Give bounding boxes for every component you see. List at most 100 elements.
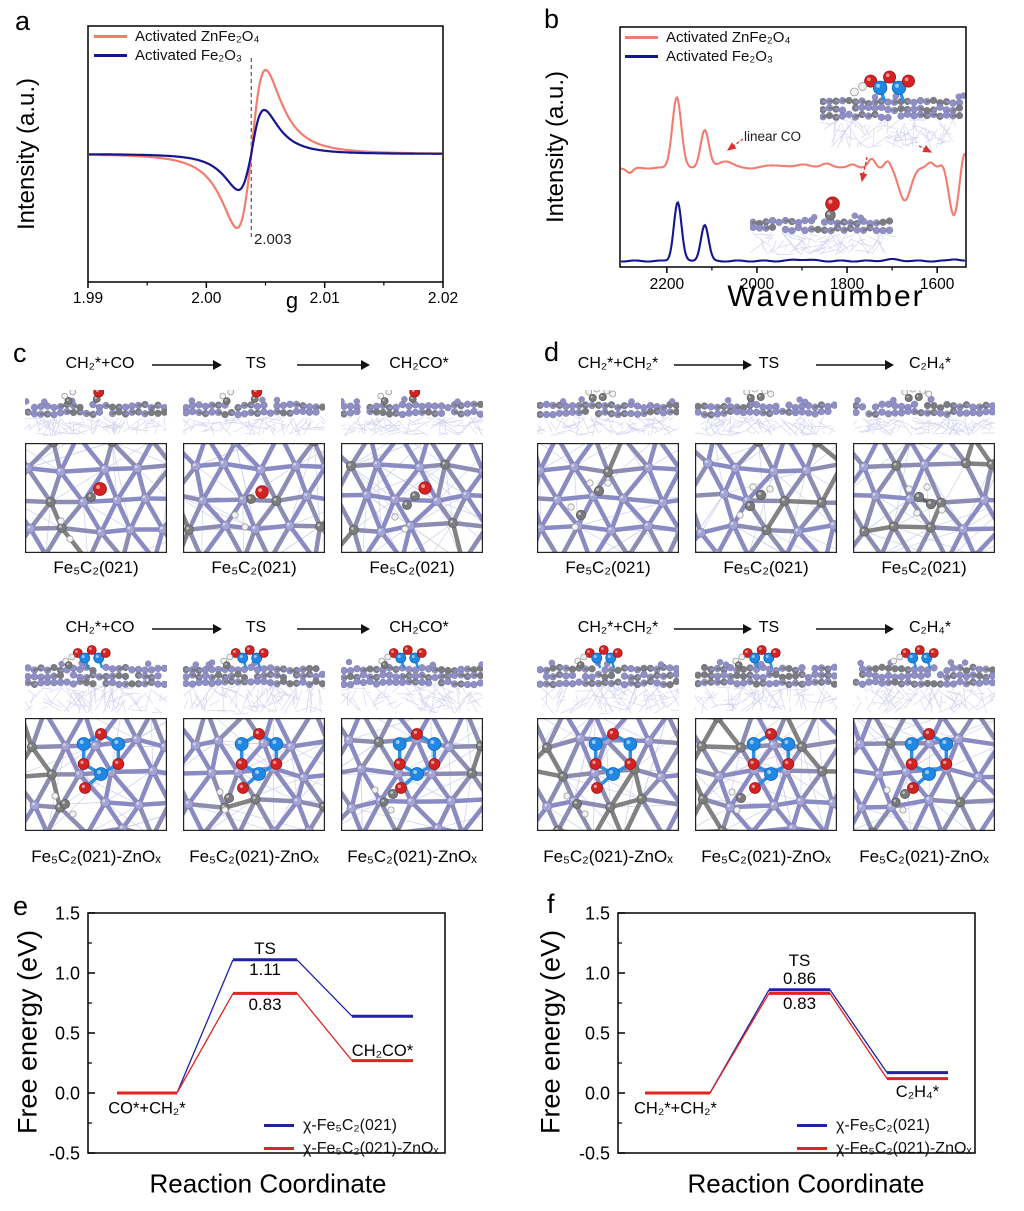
- panel-f-plot: 1.5 1.0 0.5 0.0 -0.5 TS0.86 0.83 CH₂*+CH₂* C₂H₄*: [579, 904, 976, 1164]
- structure-side-view: [341, 645, 483, 715]
- structure-side-view: [853, 390, 995, 437]
- surface-band: [25, 659, 167, 689]
- subsurface-mesh: [183, 682, 325, 715]
- start-species-label: CH₂*+CH₂*: [634, 1100, 718, 1118]
- y-tick-label: -0.5: [49, 1144, 80, 1164]
- surface-label: Fe₅C₂(021): [565, 558, 651, 577]
- energy-connector: [829, 993, 888, 1079]
- lattice-atoms: [537, 461, 679, 553]
- subsurface-mesh: [853, 415, 995, 437]
- surface-band: [183, 396, 325, 419]
- structure-top-view: [341, 718, 483, 831]
- structure-border: [25, 443, 167, 553]
- ts-value-0: 1.11: [249, 960, 281, 979]
- panel-c-letter: c: [13, 338, 27, 368]
- structure-side-view: [25, 390, 167, 437]
- reaction-arrow-icon: [816, 624, 894, 634]
- lattice-atoms: [345, 459, 483, 537]
- legend-label: Activated Fe₂O₃: [135, 47, 242, 64]
- adsorbate-atoms: [378, 645, 427, 669]
- structure-border: [853, 718, 995, 831]
- y-tick-label: 0.5: [55, 1024, 80, 1044]
- structure-border: [341, 718, 483, 831]
- ts-value-0: 0.86: [783, 969, 816, 988]
- reaction-step-label: TS: [245, 355, 267, 372]
- panel-b-y-axis-label: Intensity (a.u.): [542, 70, 569, 224]
- surface-label: Fe₅C₂(021): [723, 558, 809, 577]
- reaction-step-label: TS: [758, 619, 780, 636]
- adsorbate-atoms: [391, 481, 432, 533]
- g-marker-value: 2.003: [254, 231, 292, 248]
- energy-connector: [709, 993, 770, 1094]
- y-ticks: 1.5 1.0 0.5 0.0 -0.5: [49, 904, 95, 1164]
- x-ticks: 2200 2000 1800 1600: [650, 267, 955, 293]
- ir-curve-1: [621, 200, 965, 263]
- structure-border: [341, 443, 483, 553]
- energy-profile-1: [645, 991, 948, 1095]
- structure-side-view: [183, 645, 325, 715]
- x-tick-label: 2.00: [191, 290, 222, 307]
- subsurface-mesh: [695, 683, 837, 715]
- structure-border: [537, 718, 679, 831]
- adsorbate-atoms: [216, 728, 284, 814]
- panel-f-y-axis-label: Free energy (eV): [535, 929, 566, 1135]
- panel-b-letter: b: [544, 4, 560, 34]
- panel-e-plot: 1.5 1.0 0.5 0.0 -0.5 TS 1.11 0.83 CO*+CH₂* CH₂CO*: [49, 904, 446, 1164]
- structure-top-view: [25, 443, 167, 553]
- surface-label: Fe₅C₂(021)-ZnOₓ: [347, 847, 477, 866]
- surface-label: Fe₅C₂(021)-ZnOₓ: [543, 847, 673, 866]
- legend-label: χ-Fe₅C₂(021): [303, 1116, 397, 1134]
- reaction-arrow-icon: [152, 624, 222, 634]
- structure-top-view: [695, 443, 837, 553]
- surface-band: [537, 659, 679, 689]
- adsorbate-atoms: [563, 728, 638, 818]
- reaction-arrow-icon: [297, 624, 370, 634]
- annotation-arrow-icon: [859, 156, 868, 183]
- legend-label: Activated Fe₂O₃: [666, 48, 773, 65]
- reaction-step-label: CH₂*+CO: [65, 355, 135, 372]
- surface-label: Fe₅C₂(021)-ZnOₓ: [859, 847, 989, 866]
- panel-b-x-axis-label: Wavenumber: [727, 280, 925, 313]
- inset-co-on-slab: [750, 196, 896, 256]
- surface-band: [750, 212, 894, 235]
- structure-side-view: [695, 645, 837, 715]
- structure-topview-ch2_ch2: [537, 443, 679, 553]
- surface-label: Fe₅C₂(021): [369, 558, 455, 577]
- legend-line-icon: [797, 1124, 827, 1127]
- structure-side-znox_ch2_ch2_ts: [695, 645, 837, 715]
- structure-side-znox_ch2co: [341, 645, 483, 715]
- structure-top-view: [853, 443, 995, 553]
- linear-co-annotation: linear CO: [744, 129, 802, 144]
- energy-connector: [296, 992, 353, 1062]
- start-species-label: CO*+CH₂*: [108, 1100, 186, 1118]
- x-ticks: 1.99 2.00 2.01 2.02: [73, 282, 458, 307]
- structure-side-view: [537, 645, 679, 715]
- adsorbate-atoms: [850, 70, 915, 102]
- structure-side-c2h4: [853, 390, 995, 437]
- surface-band: [853, 395, 995, 418]
- reaction-step-label: C₂H₄*: [908, 355, 952, 372]
- legend-label: χ-Fe₅C₂(021)-ZnOₓ: [836, 1139, 972, 1157]
- structure-top-view: [183, 443, 325, 553]
- surface-band: [695, 659, 837, 689]
- panel-d-row-fe5c2-znox: CH₂*+CH₂* TS C₂H₄* Fe₅C₂(021)-ZnOₓ Fe₅C₂(021…: [512, 612, 1024, 878]
- structure-top-view: [853, 718, 995, 831]
- structure-topview-c2h4: [853, 443, 995, 553]
- structure-topview-znox_ch2_ch2_ts: [695, 718, 837, 831]
- surface-label: Fe₅C₂(021)-ZnOₓ: [31, 847, 161, 866]
- adsorbate-atoms: [567, 479, 612, 531]
- structure-side-view: [853, 645, 995, 714]
- legend-line-icon: [94, 35, 127, 38]
- structure-top-view: [537, 718, 679, 831]
- structure-topview-znox_ch2_co: [25, 718, 167, 831]
- subsurface-mesh: [537, 682, 679, 715]
- adsorbate-atoms: [585, 390, 617, 402]
- structure-top-view: [695, 718, 837, 831]
- structure-topview-ch2co: [341, 443, 483, 553]
- reaction-arrow-icon: [297, 360, 370, 370]
- legend-item: χ-Fe₅C₂(021): [797, 1114, 972, 1137]
- reaction-step-label: CH₂*+CO: [65, 619, 135, 636]
- legend-item: Activated Fe₂O₃: [94, 46, 260, 65]
- x-tick-label: 1600: [920, 276, 955, 293]
- lattice-atoms: [26, 718, 167, 831]
